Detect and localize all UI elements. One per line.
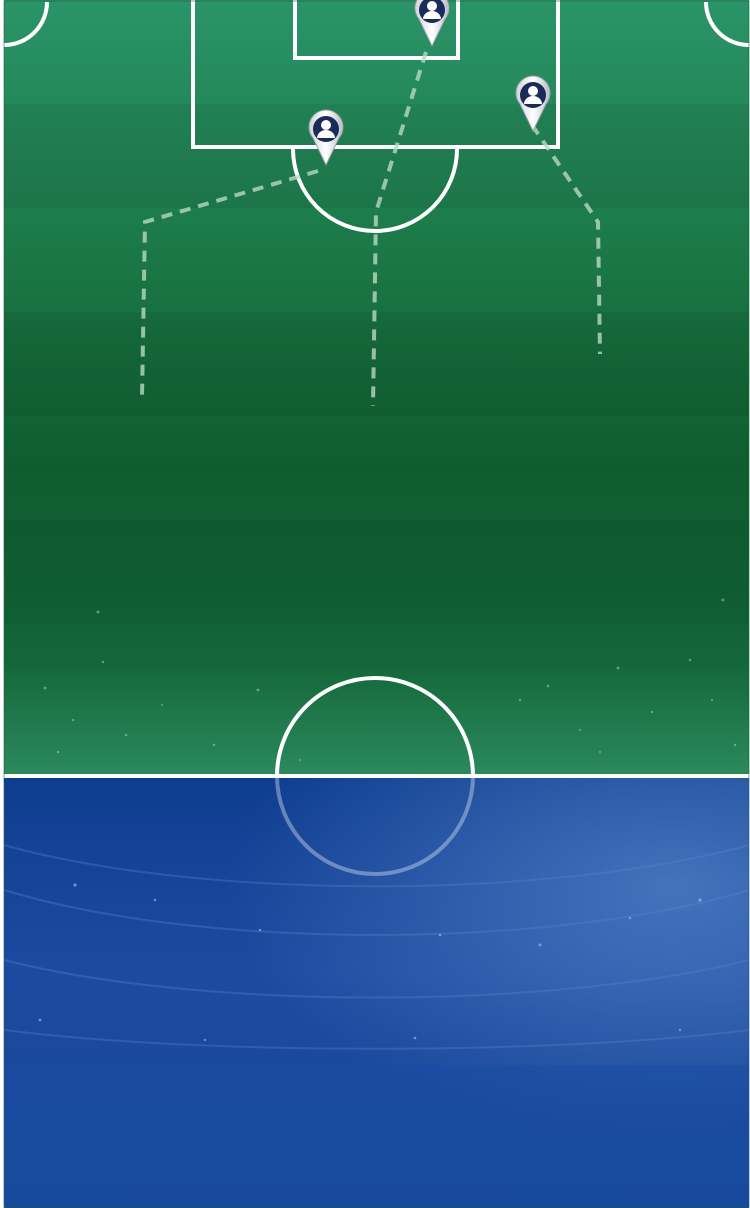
- mow-stripes: [4, 104, 749, 624]
- stadium-field: [4, 1065, 749, 1208]
